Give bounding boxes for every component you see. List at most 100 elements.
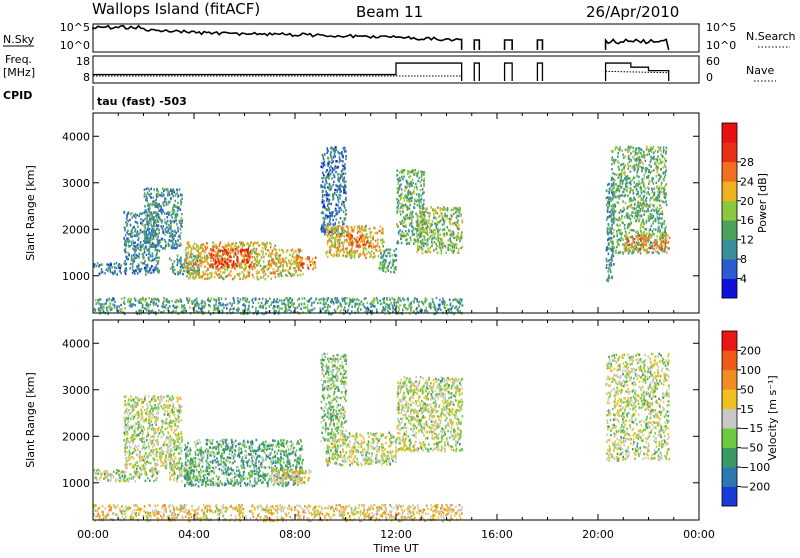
power-cell [633, 229, 635, 231]
power-cell [400, 300, 402, 302]
power-cell [210, 255, 212, 257]
power-cell [164, 212, 166, 214]
power-cell [606, 267, 608, 269]
power-cell [108, 264, 110, 266]
power-cell [455, 221, 457, 223]
power-cell [251, 256, 253, 258]
power-cell [378, 255, 380, 257]
power-cell [634, 198, 636, 200]
power-cell [663, 146, 665, 148]
power-cell [176, 192, 178, 194]
power-cell [645, 228, 647, 230]
power-cell [189, 306, 191, 308]
power-cell [197, 272, 199, 274]
power-cell [342, 160, 344, 162]
power-cell [108, 306, 110, 308]
power-cell [643, 243, 645, 245]
power-cell [611, 224, 613, 226]
power-cell [613, 246, 615, 248]
power-cell [451, 215, 453, 217]
power-cell [611, 183, 613, 185]
power-cell [447, 226, 449, 228]
power-cell [137, 255, 139, 257]
power-cell [142, 224, 144, 226]
power-cell [668, 241, 670, 243]
power-cell [651, 215, 653, 217]
power-cell [342, 298, 344, 300]
power-cell [332, 232, 334, 234]
power-cell [419, 301, 421, 303]
power-cell [324, 233, 326, 235]
power-cell [607, 230, 609, 232]
power-cell [662, 213, 664, 215]
power-cell [216, 246, 218, 248]
power-cell [337, 196, 339, 198]
power-cell [152, 253, 154, 255]
power-cell [207, 273, 209, 275]
power-cell [346, 225, 348, 227]
power-cell [177, 239, 179, 241]
power-cell [285, 261, 287, 263]
power-cell [354, 237, 356, 239]
power-cell [209, 266, 211, 268]
power-cell [127, 223, 129, 225]
power-cell [441, 208, 443, 210]
power-cell [276, 253, 278, 255]
power-cell [215, 255, 217, 257]
power-cell [265, 278, 267, 280]
power-cell [243, 257, 245, 259]
power-cell [399, 304, 401, 306]
power-cell [461, 234, 463, 236]
power-cell [186, 275, 188, 277]
power-cell [443, 233, 445, 235]
power-cell [144, 192, 146, 194]
power-cell [185, 252, 187, 254]
power-cell [134, 248, 136, 250]
power-cell [379, 264, 381, 266]
power-cell [139, 253, 141, 255]
power-cell [339, 245, 341, 247]
power-cell [636, 220, 638, 222]
power-cell [366, 233, 368, 235]
power-cell [392, 264, 394, 266]
power-cell [636, 236, 638, 238]
power-cell [143, 257, 145, 259]
power-cell [130, 235, 132, 237]
power-cell [632, 207, 634, 209]
power-cell [407, 184, 409, 186]
power-cell [435, 218, 437, 220]
power-cell [420, 228, 422, 230]
power-cell [406, 200, 408, 202]
power-cell [453, 250, 455, 252]
power-cell [357, 303, 359, 305]
power-cell [608, 204, 610, 206]
power-cell [215, 251, 217, 253]
power-cell [637, 230, 639, 232]
power-cell [329, 249, 331, 251]
power-cell [336, 218, 338, 220]
power-cell [388, 265, 390, 267]
power-cell [633, 177, 635, 179]
power-cell [228, 274, 230, 276]
power-cell [396, 206, 398, 208]
power-cell [134, 272, 136, 274]
power-cell [606, 247, 608, 249]
power-cell [606, 190, 608, 192]
power-cell [420, 194, 422, 196]
power-cell [430, 246, 432, 248]
power-cell [638, 180, 640, 182]
power-cell [402, 207, 404, 209]
power-cell [262, 253, 264, 255]
power-cell [128, 240, 130, 242]
power-cell [418, 195, 420, 197]
power-cell [276, 258, 278, 260]
power-cell [609, 237, 611, 239]
power-cell [199, 259, 201, 261]
power-cell [656, 187, 658, 189]
power-cell [327, 226, 329, 228]
power-cell [148, 210, 150, 212]
power-cell [200, 276, 202, 278]
power-cell [624, 227, 626, 229]
power-cell [341, 234, 343, 236]
power-cell [135, 213, 137, 215]
